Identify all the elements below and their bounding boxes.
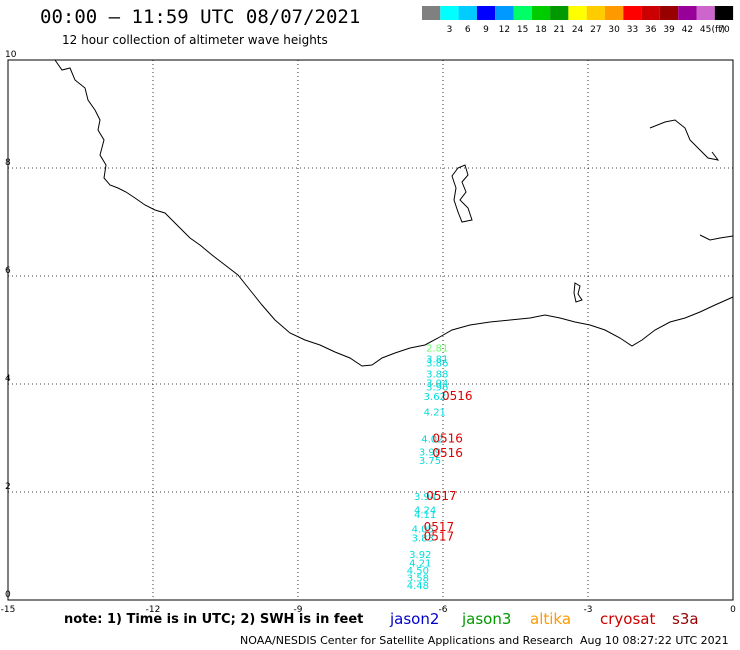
y-tick-label: 10: [5, 50, 17, 60]
scale-label: 36: [645, 25, 657, 35]
pass-time-label: 0517: [424, 520, 455, 534]
credit-line: NOAA/NESDIS Center for Satellite Applica…: [240, 634, 574, 647]
y-tick-label: 8: [5, 158, 11, 168]
generation-timestamp: Aug 10 08:27:22 UTC 2021: [580, 634, 729, 647]
pass-time-label: 0517: [426, 489, 457, 503]
scale-label: 42: [682, 25, 693, 35]
wave-height-label: 3.99: [419, 447, 441, 458]
scale-label: 27: [590, 25, 601, 35]
northeast-river-2: [699, 234, 734, 241]
scale-label: 3: [447, 25, 453, 35]
page-subtitle: 12 hour collection of altimeter wave hei…: [62, 33, 328, 47]
scale-swatch: [696, 6, 715, 20]
pass-time-label: 0516: [432, 446, 463, 460]
scale-label: 30: [608, 25, 620, 35]
wave-height-label: 4.11: [414, 510, 436, 521]
wave-height-label: 3.88: [426, 370, 448, 381]
wave-height-label: 3.58: [407, 574, 429, 585]
scale-label: 70: [718, 25, 730, 35]
page-title: 00:00 – 11:59 UTC 08/07/2021: [40, 6, 361, 28]
y-tick-label: 2: [5, 482, 11, 492]
footer-note: note: 1) Time is in UTC; 2) SWH is in fe…: [64, 612, 364, 627]
x-tick-label: 0: [730, 605, 736, 615]
x-tick-label: -15: [1, 605, 16, 615]
color-scale-legend: 3 6 9 12 15 18 21 24 27 30 33 36 39 42 45 70(ft): [422, 6, 734, 35]
scale-swatch: [476, 6, 496, 20]
scale-swatch: [659, 6, 679, 20]
scale-label: 39: [663, 25, 675, 35]
scale-swatch: [458, 6, 477, 20]
scale-label: 6: [465, 25, 471, 35]
scale-label: 18: [535, 25, 547, 35]
scale-swatch: [495, 6, 514, 20]
wave-height-label: 3.83: [412, 534, 434, 545]
lake-volta: [451, 164, 473, 223]
y-tick-label: 4: [5, 374, 11, 384]
y-tick-label: 6: [5, 266, 11, 276]
wave-height-label: 4.21: [424, 407, 446, 418]
satellite-s3a: s3a: [672, 610, 699, 628]
pass-time-label: 0516: [442, 389, 473, 403]
scale-swatch: [714, 6, 734, 20]
x-tick-label: -3: [584, 605, 593, 615]
map-grid: [8, 60, 733, 600]
axis-ticks: -15 -12 -9 -6 -3 0 0 2 4 6 8 10: [1, 50, 736, 615]
map-frame: [7, 59, 734, 601]
scale-swatch: [550, 6, 569, 20]
x-tick-label: -12: [146, 605, 161, 615]
scale-label: 15: [517, 25, 528, 35]
wave-height-label: 4.48: [407, 581, 429, 592]
scale-swatch: [422, 6, 441, 20]
y-tick-label: 0: [5, 590, 11, 600]
scale-swatch: [678, 6, 697, 20]
scale-unit: (ft): [712, 25, 726, 35]
scale-swatch: [586, 6, 605, 20]
wave-height-label: 4.50: [407, 566, 429, 577]
coastline: [54, 59, 734, 367]
wave-height-label: 4.21: [409, 559, 431, 570]
west-africa-coastline: [54, 59, 734, 367]
wave-height-label: 3.92: [409, 550, 431, 561]
wave-height-label: 2.81: [426, 344, 448, 355]
wave-height-label: 3.75: [419, 456, 441, 467]
scale-swatch: [605, 6, 624, 20]
wave-height-label: 3.81: [426, 354, 448, 365]
northeast-river: [649, 119, 720, 161]
lake-nigeria: [573, 282, 583, 303]
scale-label: 12: [499, 25, 510, 35]
scale-swatch: [440, 6, 459, 20]
wave-height-label: 4.02: [421, 434, 443, 445]
scale-label: 33: [627, 25, 638, 35]
satellite-jason2: jason2: [390, 610, 440, 628]
scale-swatch: [568, 6, 587, 20]
scale-swatch: [623, 6, 642, 20]
satellite-altika: altika: [530, 610, 572, 628]
wave-height-values: 2.813.813.863.883.943.963.624.214.023.99…: [407, 344, 449, 593]
x-tick-label: -9: [294, 605, 303, 615]
pass-time-label: 0516: [432, 431, 463, 445]
scale-label: 24: [572, 25, 584, 35]
scale-label: 21: [554, 25, 565, 35]
pass-time-label: 0517: [424, 530, 455, 544]
wave-height-label: 3.94: [426, 379, 448, 390]
wave-height-label: 4.24: [414, 506, 436, 517]
wave-height-label: 3.94: [414, 492, 436, 503]
scale-swatch: [531, 6, 551, 20]
scale-swatch: [641, 6, 660, 20]
x-tick-label: -6: [439, 605, 448, 615]
wave-height-label: 3.96: [426, 382, 448, 393]
scale-swatch: [513, 6, 532, 20]
scale-label: 9: [483, 25, 489, 35]
wave-height-label: 3.86: [426, 359, 448, 370]
satellite-jason3: jason3: [462, 610, 512, 628]
scale-label: 45: [700, 25, 711, 35]
wave-height-label: 4.05: [412, 525, 434, 536]
satellite-cryosat: cryosat: [600, 610, 656, 628]
wave-height-label: 3.62: [424, 392, 446, 403]
